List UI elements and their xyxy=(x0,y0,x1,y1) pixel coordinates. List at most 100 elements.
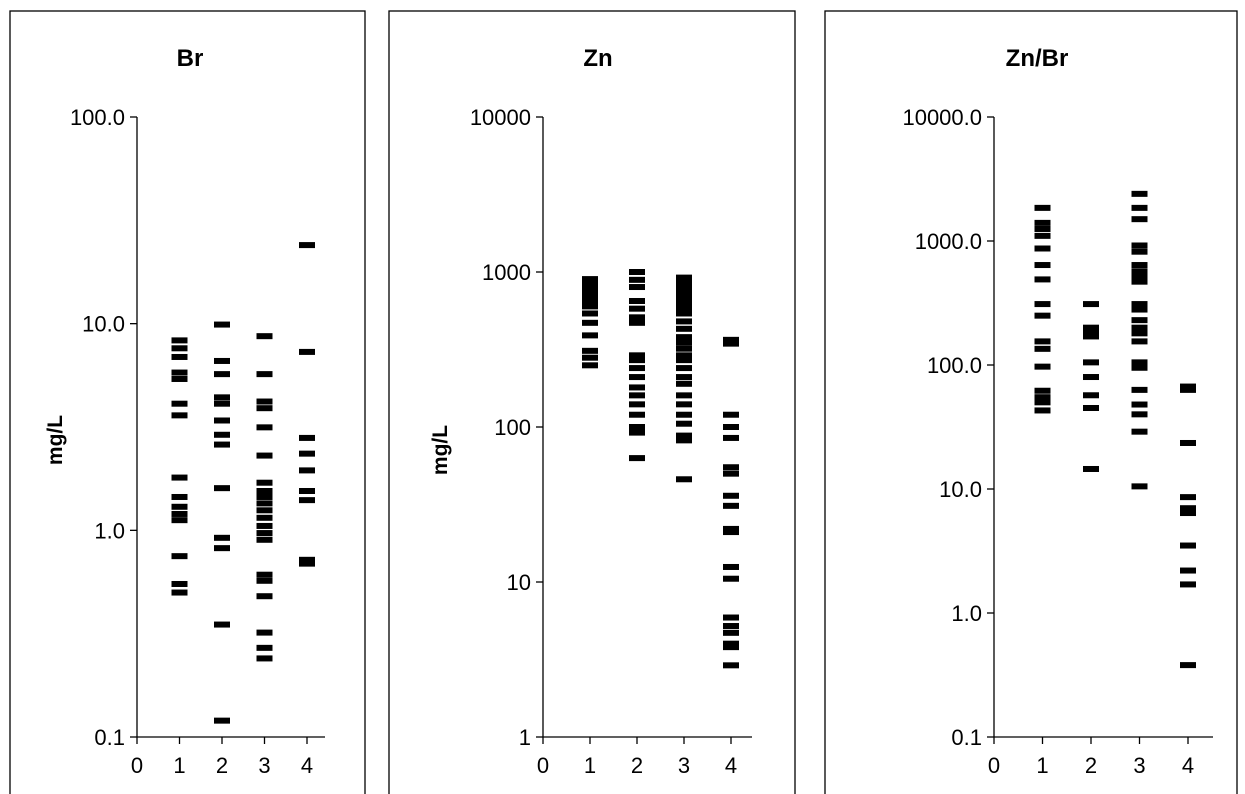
data-point-mark xyxy=(582,293,598,300)
data-point-mark xyxy=(256,333,273,340)
data-point-mark xyxy=(1034,338,1051,345)
data-point-mark xyxy=(214,371,230,378)
data-point-mark xyxy=(676,318,692,325)
data-point-mark xyxy=(1131,268,1148,275)
data-point-mark xyxy=(723,424,739,430)
data-point-mark xyxy=(676,420,692,427)
data-point-mark xyxy=(1034,312,1051,319)
data-point-mark xyxy=(256,507,273,514)
data-point-mark xyxy=(1034,232,1051,239)
data-point-mark xyxy=(582,303,598,310)
x-tick-label: 2 xyxy=(631,753,643,778)
x-tick-label: 1 xyxy=(173,753,185,778)
data-point-mark xyxy=(723,662,739,669)
data-point-mark xyxy=(1180,567,1196,574)
data-point-mark xyxy=(629,392,645,399)
data-point-mark xyxy=(171,369,188,376)
data-point-mark xyxy=(582,276,598,283)
data-point-mark xyxy=(256,655,273,662)
data-point-mark xyxy=(629,374,645,381)
data-point-mark xyxy=(676,304,692,311)
data-point-mark xyxy=(723,525,739,532)
data-point-mark xyxy=(723,434,739,441)
data-point-mark xyxy=(676,392,692,399)
y-tick-label: 0.1 xyxy=(94,725,125,750)
data-point-mark xyxy=(214,485,230,492)
data-point-mark xyxy=(214,417,230,424)
data-point-mark xyxy=(629,276,645,283)
y-tick-label: 100.0 xyxy=(70,105,125,130)
data-point-mark xyxy=(676,357,692,364)
data-point-mark xyxy=(214,545,230,552)
data-point-mark xyxy=(1083,324,1099,331)
data-point-mark xyxy=(723,464,739,471)
y-tick-label: 100 xyxy=(494,415,531,440)
data-point-mark xyxy=(1131,216,1148,223)
x-tick-label: 4 xyxy=(725,753,737,778)
data-point-mark xyxy=(723,336,739,343)
data-point-mark xyxy=(723,563,739,570)
data-point-mark xyxy=(723,529,739,536)
data-point-mark xyxy=(1131,242,1148,249)
chart-title: Zn xyxy=(583,45,612,72)
data-point-mark xyxy=(1034,407,1051,414)
data-point-mark xyxy=(1034,219,1051,226)
data-point-mark xyxy=(582,319,598,326)
data-point-mark xyxy=(676,411,692,418)
data-point-mark xyxy=(629,424,645,430)
x-tick-label: 2 xyxy=(1085,753,1097,778)
x-tick-label: 3 xyxy=(1133,753,1145,778)
data-point-mark xyxy=(1034,276,1051,283)
data-point-mark xyxy=(582,297,598,304)
data-point-mark xyxy=(1034,301,1051,308)
data-point-mark xyxy=(256,530,273,537)
data-point-mark xyxy=(582,354,598,361)
data-point-mark xyxy=(723,629,739,636)
y-tick-label: 1000 xyxy=(482,260,531,285)
data-point-mark xyxy=(629,305,645,312)
data-point-mark xyxy=(299,242,315,249)
data-point-mark xyxy=(1180,386,1196,393)
data-point-mark xyxy=(676,437,692,444)
data-point-mark xyxy=(629,384,645,391)
data-point-mark xyxy=(582,281,598,288)
data-point-mark xyxy=(582,287,598,294)
data-point-mark xyxy=(676,476,692,483)
data-point-mark xyxy=(299,434,315,441)
data-point-mark xyxy=(1131,330,1148,337)
data-point-mark xyxy=(723,502,739,509)
data-point-mark xyxy=(1034,262,1051,269)
data-point-mark xyxy=(676,274,692,281)
data-point-mark xyxy=(171,580,188,587)
data-point-mark xyxy=(214,321,230,328)
data-point-mark xyxy=(1180,494,1196,501)
data-point-mark xyxy=(256,487,273,494)
data-point-mark xyxy=(1180,505,1196,512)
data-point-mark xyxy=(256,577,273,584)
data-point-mark xyxy=(723,640,739,647)
data-point-mark xyxy=(171,503,188,510)
panel-zn-br: Zn/Br 0.1 1.0 10.0 100.0 1000.0 10000.0 0 1 2 3 4 xyxy=(824,10,1238,794)
data-point-mark xyxy=(171,375,188,382)
data-point-mark xyxy=(299,487,315,494)
data-point-mark xyxy=(256,514,273,521)
data-point-mark xyxy=(214,534,230,541)
data-point-mark xyxy=(629,365,645,372)
data-point-mark xyxy=(299,348,315,355)
data-point-mark xyxy=(1034,363,1051,370)
data-point-mark xyxy=(171,337,188,344)
data-point-mark xyxy=(214,717,230,724)
data-point-mark xyxy=(629,269,645,275)
data-point-mark xyxy=(723,411,739,418)
data-point-mark xyxy=(256,398,273,405)
data-point-mark xyxy=(299,450,315,457)
x-tick-label: 1 xyxy=(1036,753,1048,778)
data-point-mark xyxy=(171,345,188,352)
data-point-mark xyxy=(299,556,315,563)
data-point-mark xyxy=(1083,465,1099,472)
data-point-mark xyxy=(1083,333,1099,340)
data-point-mark xyxy=(629,357,645,364)
data-point-mark xyxy=(676,279,692,286)
